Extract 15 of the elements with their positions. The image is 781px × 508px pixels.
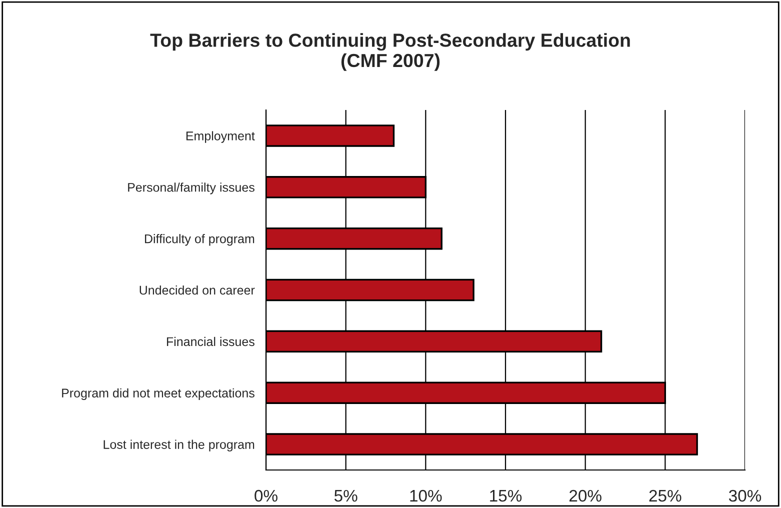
y-tick-label: Financial issues: [166, 336, 254, 346]
y-tick-label: Personal/familty issues: [128, 182, 254, 194]
x-tick-label: 15%: [490, 490, 522, 502]
x-tick-label: 10%: [410, 490, 442, 502]
x-tick-label: 20%: [569, 490, 602, 502]
y-tick-label: Program did not meet expectations: [62, 388, 254, 400]
y-tick-label: Employment: [186, 131, 255, 143]
x-tick-label: 5%: [334, 490, 358, 502]
y-tick-label: Lost interest in the program: [104, 440, 254, 452]
x-tick-label: 30%: [728, 490, 762, 502]
y-tick-label: Difficulty of program: [144, 234, 254, 246]
chart-title: Top Barriers to Continuing Post-Secondary Education (CMF 2007): [150, 33, 630, 71]
x-tick-label: 25%: [649, 490, 682, 502]
y-tick-label: Undecided on career: [140, 285, 255, 295]
x-tick-label: 0%: [254, 490, 278, 502]
